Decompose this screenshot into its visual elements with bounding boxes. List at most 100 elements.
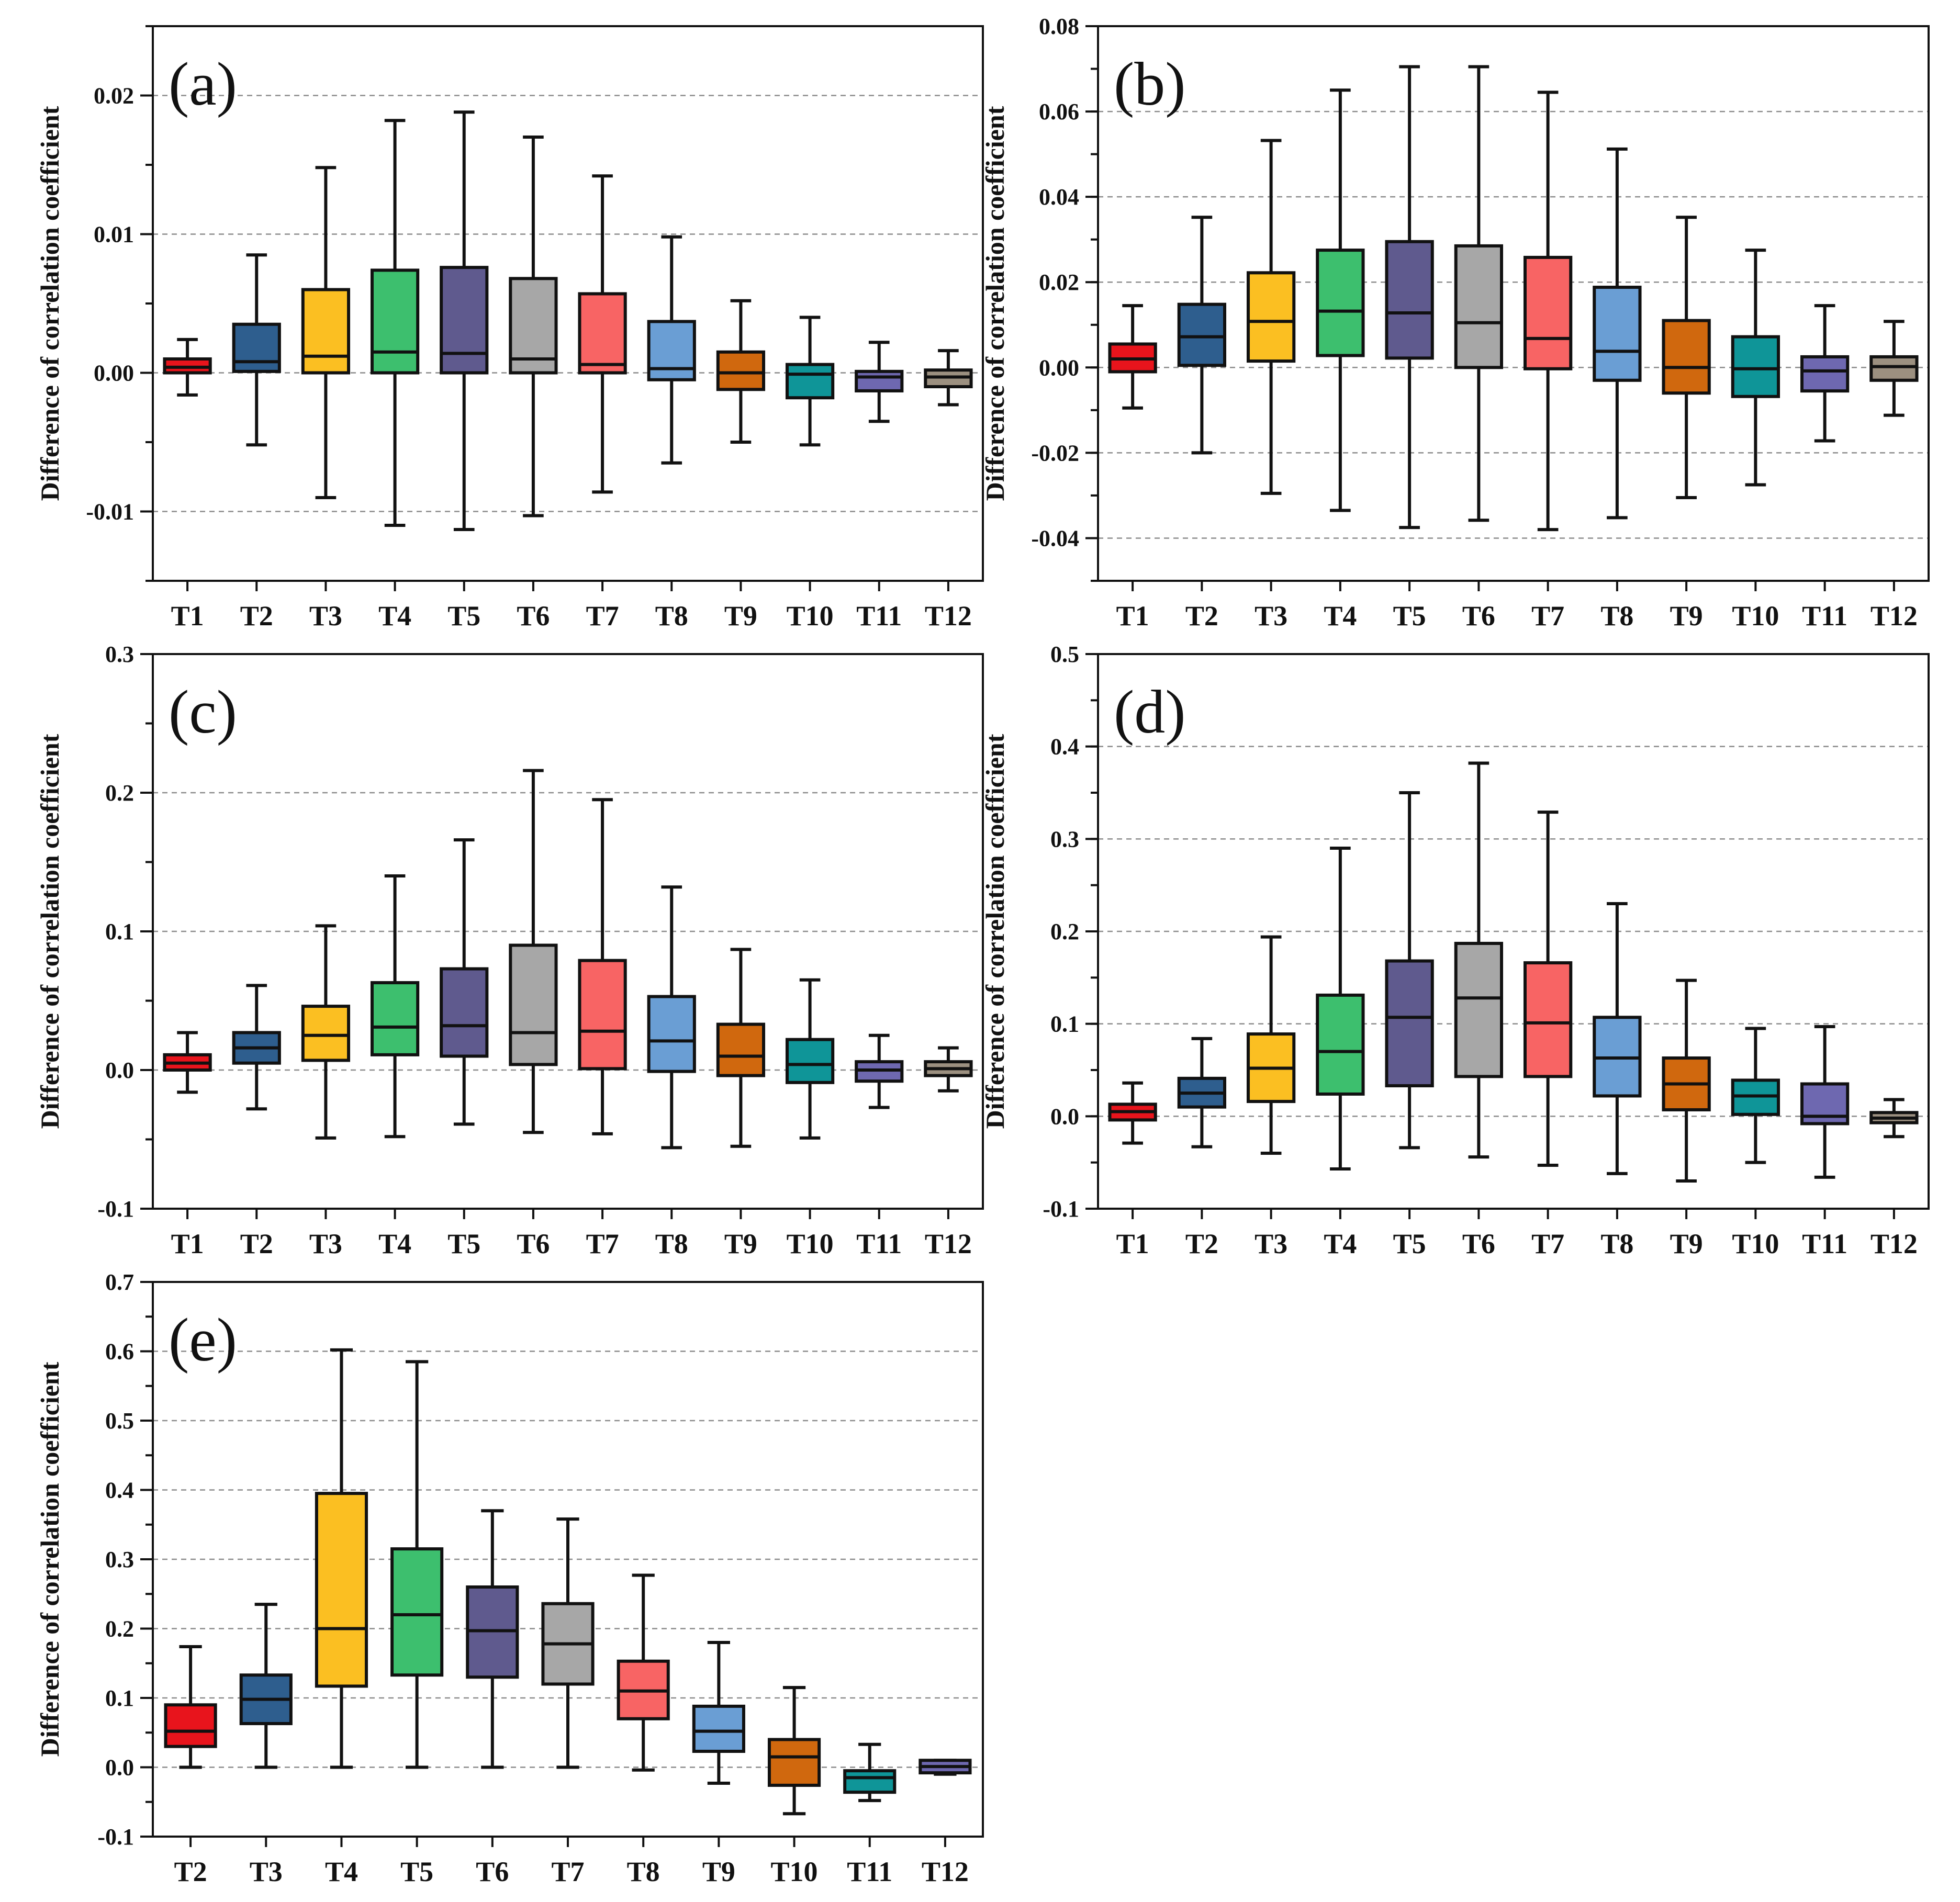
y-tick-label: 0.4 [105,1478,134,1503]
y-tick-label: 0.7 [105,1269,134,1295]
box-T9 [692,1641,745,1785]
y-tick-label: 0.6 [105,1339,134,1365]
box-T11 [855,1033,904,1109]
box-T1 [163,1031,212,1094]
box-T12 [1869,320,1919,417]
x-tick-label: T7 [1531,600,1564,632]
y-tick-label: -0.04 [1031,525,1079,551]
box-body [1316,249,1365,357]
box-body [1316,993,1365,1096]
y-tick-label: -0.02 [1031,440,1079,466]
y-tick-label: 0.4 [1050,734,1079,760]
box-body [843,1769,897,1794]
y-tick-label: 0.0 [105,1755,134,1781]
y-tick-label: 0.1 [1050,1011,1079,1037]
x-tick-label: T8 [655,1228,688,1259]
plot-frame [152,25,984,582]
x-tick-label: T4 [1324,1228,1357,1259]
x-tick-label: T11 [1802,600,1847,632]
x-tick-label: T2 [240,600,273,632]
x-tick-label: T3 [250,1856,283,1887]
box-T3 [239,1603,293,1769]
x-tick-label: T2 [1185,1228,1218,1259]
box-T4 [370,119,420,527]
box-T10 [785,978,835,1140]
y-tick-label: 0.3 [105,641,134,667]
x-tick-label: T6 [517,600,550,632]
box-T9 [1662,978,1711,1183]
y-tick-label: 0.06 [1039,99,1079,125]
x-tick-label: T3 [309,1228,342,1259]
y-tick-label: 0.3 [1050,826,1079,852]
x-tick-label: T12 [922,1856,969,1887]
box-T12 [1869,1098,1919,1139]
box-T9 [1662,216,1711,499]
x-tick-label: T6 [517,1228,550,1259]
x-tick-label: T10 [1732,1228,1779,1259]
box-T5 [440,110,489,531]
panel-label: (b) [1114,50,1186,118]
x-tick-label: T9 [1670,1228,1703,1259]
box-body [509,943,558,1066]
box-T5 [390,1360,444,1769]
box-T8 [617,1573,670,1772]
x-tick-label: T11 [1802,1228,1847,1259]
x-tick-label: T6 [476,1856,509,1887]
x-tick-label: T4 [378,1228,411,1259]
box-T12 [919,1759,972,1776]
box-T10 [1731,1027,1780,1164]
panel-label: (d) [1114,678,1186,746]
x-tick-label: T12 [925,600,972,632]
x-tick-label: T10 [787,1228,834,1259]
box-T12 [924,349,973,407]
x-tick-label: T4 [325,1856,358,1887]
chart-panel-4: -0.1 0.0 0.1 0.2 0.3 0.4 0.5 0.6 0.7 T2 T3 T4 T5 T6 T7… [35,1269,984,1887]
box-body [1385,959,1434,1088]
x-tick-label: T11 [856,600,902,632]
box-T6 [1454,761,1504,1159]
x-tick-label: T6 [1462,600,1495,632]
box-T8 [1593,147,1642,520]
x-tick-label: T5 [447,1228,480,1259]
y-tick-label: 0.02 [1039,269,1079,295]
box-body [1523,255,1573,370]
y-tick-label: 0.0 [105,1057,134,1083]
x-tick-label: T1 [171,600,204,632]
box-body [440,266,489,375]
box-T11 [843,1742,897,1803]
box-T10 [767,1686,821,1816]
box-T1 [1108,304,1157,410]
box-T6 [509,769,558,1134]
box-body [785,363,835,400]
box-body [1800,355,1850,393]
y-tick-label: 0.2 [105,1616,134,1642]
panel-label: (c) [169,678,237,746]
x-tick-label: T3 [1255,600,1287,632]
chart-panel-0: -0.01 0.00 0.01 0.02 T1 T2 T3 T4 T5 T6 T7 T8 T9 T10 T1… [35,25,984,632]
x-tick-label: T12 [925,1228,972,1259]
x-tick-label: T2 [240,1228,273,1259]
box-T8 [1593,902,1642,1175]
chart-panel-3: -0.1 0.0 0.1 0.2 0.3 0.4 0.5 T1 T2 T3 T4 T5 T6 T7 T8 T9… [980,641,1930,1259]
x-tick-label: T5 [1393,600,1426,632]
box-T1 [1108,1081,1157,1145]
x-tick-label: T8 [655,600,688,632]
box-T9 [716,948,766,1148]
x-tick-label: T1 [1116,600,1149,632]
box-body [692,1704,745,1753]
box-body [301,1005,351,1062]
box-T6 [466,1509,519,1769]
box-T1 [163,337,212,397]
x-tick-label: T7 [551,1856,584,1887]
x-tick-label: T9 [724,1228,757,1259]
x-tick-label: T9 [1670,600,1703,632]
x-tick-label: T1 [171,1228,204,1259]
x-tick-label: T5 [400,1856,433,1887]
y-axis-title: Difference of correlation coefficient [980,734,1010,1129]
y-tick-label: 0.00 [94,361,134,386]
box-body [1662,319,1711,395]
x-tick-label: T4 [1324,600,1357,632]
box-T8 [647,885,696,1150]
x-tick-label: T12 [1871,1228,1918,1259]
